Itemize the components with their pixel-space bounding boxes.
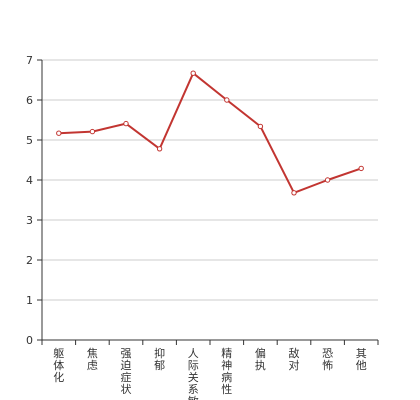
y-tick-label: 7 bbox=[26, 54, 33, 67]
x-category-label: 其他 bbox=[356, 347, 367, 372]
data-point bbox=[257, 123, 264, 130]
x-category-label: 恐怖 bbox=[322, 347, 333, 372]
y-tick-label: 6 bbox=[26, 94, 33, 107]
x-category-label: 强迫症状 bbox=[121, 347, 132, 396]
data-point bbox=[224, 97, 230, 103]
y-tick-label: 0 bbox=[26, 334, 33, 347]
data-point bbox=[190, 70, 196, 76]
data-point bbox=[156, 146, 163, 152]
data-point bbox=[123, 120, 129, 127]
y-tick-label: 1 bbox=[26, 294, 33, 307]
series-group bbox=[56, 70, 364, 196]
y-axis: 0 1 2 3 4 5 6 7 bbox=[26, 54, 43, 347]
x-category-label: 焦虑 bbox=[87, 347, 98, 372]
data-point bbox=[324, 177, 331, 183]
y-tick-label: 3 bbox=[26, 214, 33, 227]
data-point bbox=[89, 128, 96, 135]
x-category-label: 精神病性 bbox=[221, 347, 232, 396]
data-point bbox=[291, 190, 297, 196]
x-category-label: 躯体化 bbox=[53, 347, 64, 384]
grid-lines bbox=[42, 59, 378, 301]
data-point bbox=[358, 165, 364, 172]
y-tick-label: 2 bbox=[26, 254, 33, 267]
x-category-label: 敌对 bbox=[289, 346, 300, 372]
y-tick-label: 4 bbox=[26, 174, 33, 187]
x-category-label: 人际关系敏感 bbox=[188, 347, 199, 400]
series-line bbox=[58, 72, 362, 194]
data-point bbox=[56, 130, 62, 136]
x-category-label: 抑郁 bbox=[154, 346, 165, 372]
y-tick-label: 5 bbox=[26, 134, 33, 147]
x-category-label: 偏执 bbox=[255, 346, 266, 372]
